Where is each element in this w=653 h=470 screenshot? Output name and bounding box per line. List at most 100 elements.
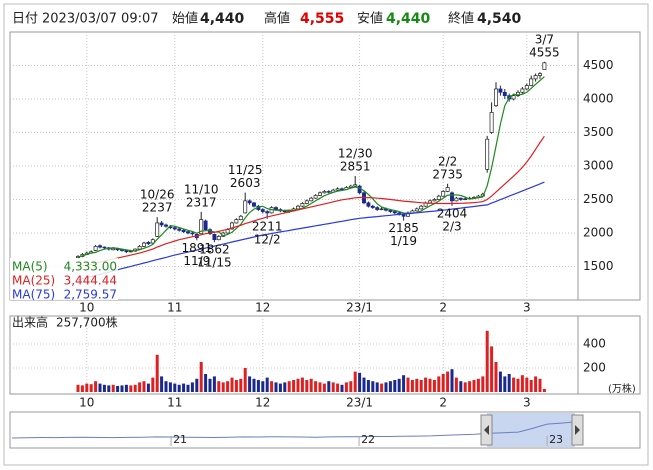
volume-panel (9, 315, 641, 395)
volume-bar (454, 377, 458, 392)
candle-body (93, 246, 98, 251)
volume-bar (274, 382, 278, 392)
volume-last: 257,700株 (56, 315, 118, 330)
volume-bar (287, 381, 291, 392)
volume-bar (129, 385, 133, 392)
navigator-window[interactable] (487, 413, 575, 447)
volume-bar (463, 382, 467, 392)
low-label: 安値 (357, 11, 383, 27)
candle-body (379, 208, 384, 211)
volume-bar (243, 368, 247, 392)
candle-body (445, 187, 450, 192)
volume-bar (98, 383, 102, 392)
legend-name: MA(75) (12, 288, 55, 302)
volume-bar (208, 378, 212, 392)
annotation-date: 2/3 (442, 219, 461, 233)
volume-bar (296, 378, 300, 392)
candle-body (159, 222, 164, 226)
x-tick-label: 3 (523, 396, 531, 410)
volume-bar (410, 380, 414, 392)
volume-bar (217, 381, 221, 392)
candle-body (375, 207, 380, 210)
annotation-date: 12/2 (254, 232, 281, 246)
candle-body (494, 88, 498, 107)
volume-bar (322, 383, 326, 392)
volume-bar (309, 378, 313, 392)
candle-body (458, 197, 463, 200)
legend-value: 3,444.44 (64, 274, 117, 288)
date-label: 日付 (12, 12, 38, 27)
volume-bar (278, 383, 282, 392)
candle-body (177, 228, 182, 231)
volume-bar (525, 377, 529, 392)
x-tick-label: 12 (255, 301, 270, 315)
volume-bar (248, 376, 252, 392)
candle-body (498, 88, 503, 93)
volume-bar (503, 376, 507, 392)
candle-body (533, 75, 538, 80)
candle-body (414, 208, 419, 212)
candle-body (353, 184, 358, 187)
navigator-label: 22 (361, 433, 375, 446)
candle-body (524, 85, 529, 90)
legend-name: MA(25) (12, 274, 55, 288)
volume-bar (195, 378, 199, 392)
volume-bar (318, 382, 322, 392)
candle-body (485, 138, 490, 170)
ma-line (77, 181, 545, 281)
annotation-date: 11/9 (183, 254, 210, 268)
candle-body (252, 202, 256, 207)
volume-bar (256, 380, 260, 392)
candle-body (326, 191, 331, 193)
high-value: 4,555 (300, 11, 344, 27)
volume-bar (358, 372, 362, 392)
candle-body (120, 249, 124, 251)
annotation-value: 2851 (340, 159, 371, 173)
candle-body (406, 212, 410, 217)
candle-body (419, 205, 424, 210)
candle-body (300, 203, 305, 207)
candle-body (309, 197, 314, 202)
candle-body (274, 207, 278, 210)
annotation-date: 10/26 (140, 188, 175, 202)
legend-value: 4,333.00 (64, 260, 117, 274)
candle-body (340, 188, 344, 190)
candle-body (392, 211, 397, 214)
annotation-value: 4555 (529, 45, 560, 59)
candle-body (137, 246, 142, 250)
volume-bar (516, 378, 520, 392)
y-tick-label: 200 (583, 361, 606, 375)
volume-bar (476, 378, 480, 392)
volume-bar (542, 388, 546, 392)
volume-bar (168, 382, 172, 392)
candle-body (102, 246, 107, 249)
close-label: 終値 (448, 11, 474, 27)
volume-bar (437, 376, 441, 392)
volume-bar (397, 378, 401, 392)
x-tick-label: 2 (439, 301, 447, 315)
volume-bar (441, 374, 445, 392)
annotation-date: 3/7 (535, 32, 554, 46)
volume-bar (177, 384, 181, 392)
volume-bar (283, 382, 287, 392)
annotation-date: 11/15 (197, 256, 232, 270)
frame (3, 3, 649, 466)
open-value: 4,440 (200, 11, 245, 27)
low-value: 4,440 (386, 11, 431, 27)
candle-body (318, 192, 322, 196)
volume-bar (331, 382, 335, 392)
annotation-value: 1862 (199, 243, 230, 257)
candle-body (247, 200, 252, 204)
candle-body (243, 200, 248, 214)
candle-body (463, 198, 468, 200)
volume-bar (344, 382, 348, 392)
candle-body (450, 192, 454, 202)
volume-bar (534, 376, 538, 392)
volume-bar (164, 381, 168, 392)
candle-body (216, 236, 221, 241)
volume-bar (393, 380, 397, 392)
x-tick-label: 11 (167, 396, 182, 410)
volume-bar (507, 374, 511, 392)
candle-body (502, 91, 507, 97)
candle-body (511, 95, 516, 100)
